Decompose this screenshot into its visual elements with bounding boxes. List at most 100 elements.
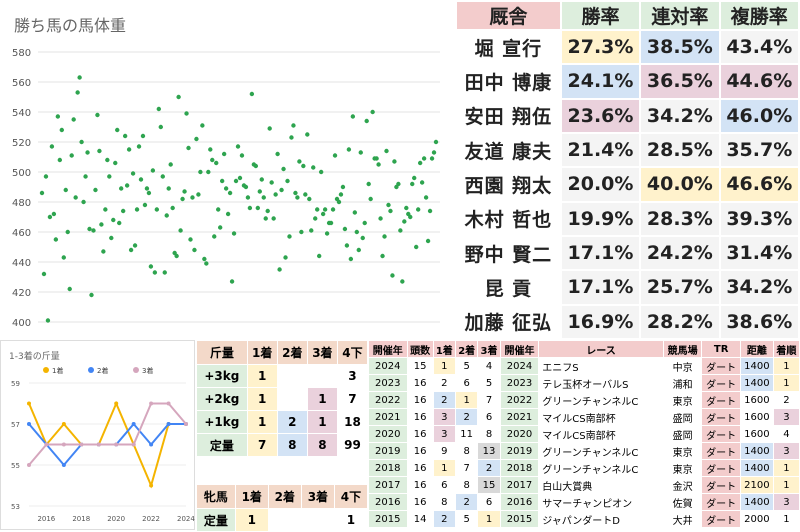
scatter-point <box>111 217 116 223</box>
scatter-point <box>237 175 243 181</box>
scatter-point <box>348 256 354 262</box>
hinba-label-cell: 定量 <box>196 508 236 532</box>
scatter-point <box>352 210 358 215</box>
race-race-cell: グリーンチャンネルC <box>538 391 664 409</box>
line-xtick: 2024 <box>177 515 195 523</box>
scatter-point <box>214 160 219 166</box>
scatter-ytick: 460 <box>12 228 31 239</box>
trainer-place2-cell: 40.0% <box>639 166 721 203</box>
race-row: 2023 16 2 6 5 2023 テレ玉杯オーバルS 浦和 ダート 1400 1 <box>368 374 800 392</box>
past-races-table: 開催年 頭数 1着 2着 3着 開催年 レース 競馬場 TR 距離 着順 2024 15 1 5 4 2024… <box>368 340 800 528</box>
scatter-point <box>362 220 367 226</box>
trainer-win-cell: 21.4% <box>559 131 642 169</box>
scatter-point <box>398 228 403 233</box>
race-row: 2022 16 2 1 7 2022 グリーンチャンネルC 東京 ダート 1600 2 <box>368 391 800 409</box>
hinba-c2-cell <box>267 508 302 532</box>
scatter-point <box>39 190 45 196</box>
scatter-point <box>49 144 55 149</box>
race-tr-cell: ダート <box>701 476 741 494</box>
scatter-point <box>198 169 203 175</box>
scatter-point <box>257 189 262 194</box>
scatter-point <box>156 106 162 112</box>
races-header-cell: 着順 <box>772 340 800 358</box>
scatter-point <box>69 153 74 158</box>
scatter-point <box>370 109 375 115</box>
trainer-place2-cell: 25.7% <box>639 269 721 306</box>
scatter-point <box>59 127 64 133</box>
scatter-point <box>384 148 389 154</box>
scatter-point <box>99 222 104 227</box>
scatter-point <box>170 205 175 211</box>
race-race-cell: サマーチャンピオン <box>538 493 664 511</box>
scatter-point <box>132 243 138 248</box>
races-header-cell: 競馬場 <box>662 340 703 358</box>
race-row: 2019 16 9 8 13 2019 グリーンチャンネルC 東京 ダート 1400 3 <box>368 442 800 460</box>
scatter-point <box>378 216 383 221</box>
series-point <box>96 442 101 447</box>
scatter-point <box>182 189 187 194</box>
scatter-point <box>255 205 261 211</box>
scatter-point <box>303 192 308 197</box>
race-b-cell: 8 <box>454 442 479 460</box>
trainer-place3-cell: 43.4% <box>718 28 800 66</box>
line-ytick: 55 <box>11 462 20 470</box>
kinryo-c4-cell: 99 <box>336 433 369 457</box>
scatter-point <box>271 216 276 221</box>
scatter-ytick: 420 <box>12 288 31 299</box>
legend-marker <box>43 367 49 373</box>
scatter-point <box>142 202 148 208</box>
scatter-ytick: 480 <box>12 198 31 209</box>
kinryo-c1-cell: 7 <box>246 433 278 457</box>
scatter-point <box>128 247 134 253</box>
scatter-point <box>320 211 326 217</box>
series-line <box>28 402 187 466</box>
race-y2-cell: 2024 <box>499 357 540 375</box>
scatter-point <box>231 231 237 236</box>
legend-marker <box>133 367 139 373</box>
scatter-point <box>338 192 344 197</box>
race-n-cell: 16 <box>406 442 434 460</box>
scatter-point <box>95 112 100 118</box>
race-race-cell: グリーンチャンネルC <box>538 459 664 477</box>
scatter-point <box>43 174 49 179</box>
kinryo-c1-cell: 1 <box>246 387 278 411</box>
trainer-row: 野中 賢二 17.1% 24.2% 31.4% <box>455 234 800 272</box>
scatter-point <box>83 174 88 179</box>
scatter-ytick: 440 <box>12 258 31 269</box>
scatter-point <box>285 178 290 184</box>
scatter-point <box>89 292 94 298</box>
trainer-stats-panel: 厩舎 勝率 連対率 複勝率 堀 宣行 27.3% 38.5% 43.4% 田中 博康 24… <box>455 0 800 341</box>
trainer-name-cell: 昆 貢 <box>455 269 562 306</box>
race-n-cell: 16 <box>406 476 434 494</box>
race-race-cell: マイルCS南部杯 <box>538 408 664 426</box>
race-a-cell: 3 <box>432 425 457 443</box>
scatter-point <box>358 150 363 155</box>
race-pos-cell: 1 <box>772 510 800 528</box>
scatter-point <box>174 253 179 259</box>
scatter-point <box>196 192 201 197</box>
series-point <box>149 442 154 447</box>
line-xtick: 2020 <box>107 515 125 523</box>
race-dist-cell: 1600 <box>739 408 774 426</box>
race-race-cell: テレ玉杯オーバルS <box>538 374 664 392</box>
trainer-win-cell: 20.0% <box>559 166 642 203</box>
race-row: 2016 16 8 2 6 2016 サマーチャンピオン 佐賀 ダート 1400 3 <box>368 493 800 511</box>
scatter-ytick: 580 <box>12 48 31 59</box>
race-row: 2015 14 2 5 1 2015 ジャパンダートD 大井 ダート 2000 1 <box>368 510 800 528</box>
scatter-point <box>414 244 419 250</box>
trainer-row: 昆 貢 17.1% 25.7% 34.2% <box>455 269 800 306</box>
race-tr-cell: ダート <box>701 408 741 426</box>
kinryo-c3-cell: 1 <box>306 387 338 411</box>
scatter-point <box>212 234 217 239</box>
scatter-point <box>243 184 249 190</box>
race-y1-cell: 2023 <box>368 374 408 392</box>
race-tr-cell: ダート <box>701 391 741 409</box>
scatter-point <box>239 153 245 158</box>
races-header-cell: 3着 <box>477 340 501 358</box>
race-a-cell: 1 <box>432 459 457 477</box>
scatter-point <box>421 156 427 161</box>
scatter-point <box>259 177 264 182</box>
race-row: 2017 16 6 8 15 2017 白山大賞典 金沢 ダート 2100 1 <box>368 476 800 494</box>
scatter-point <box>245 195 251 200</box>
race-tr-cell: ダート <box>701 425 741 443</box>
